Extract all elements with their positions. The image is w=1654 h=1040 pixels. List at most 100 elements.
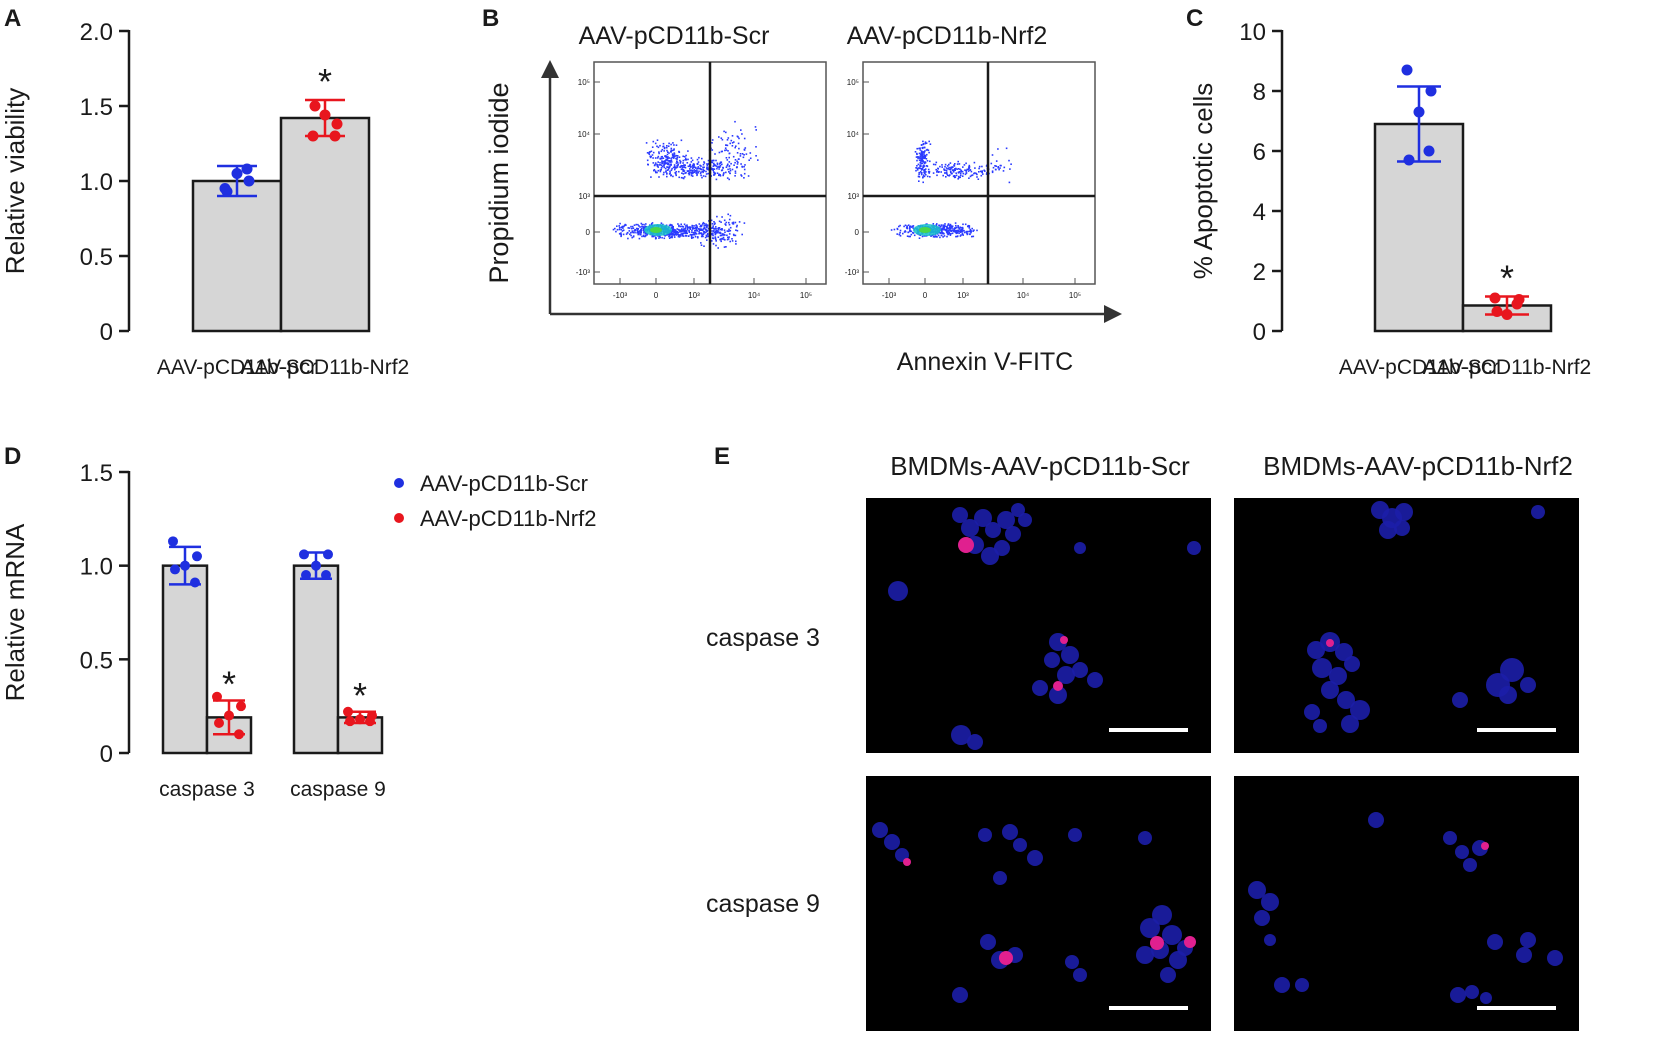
flow-event — [735, 225, 738, 228]
flow-event — [699, 225, 701, 228]
flow-event — [923, 175, 926, 178]
flow-event — [703, 170, 705, 172]
flow-event — [618, 226, 621, 229]
flow-event — [689, 168, 691, 170]
flow-event — [692, 163, 695, 165]
flow-event — [961, 175, 964, 177]
flow-event — [923, 169, 925, 171]
positive-cell — [1060, 636, 1068, 644]
flow-event — [716, 215, 718, 218]
data-point — [1501, 309, 1513, 320]
flow-event — [981, 170, 984, 172]
flow-event — [620, 232, 622, 234]
flow-event — [968, 225, 971, 227]
flow-event — [702, 163, 705, 166]
flow-event — [735, 240, 737, 243]
flow-event — [998, 168, 1000, 171]
flow-event — [727, 238, 730, 240]
flow-event — [675, 171, 678, 173]
flow-event — [982, 173, 984, 175]
flow-event — [949, 225, 951, 228]
flow-event — [992, 166, 995, 169]
flow-event — [997, 167, 999, 169]
flow-event — [948, 226, 951, 229]
flow-event — [714, 153, 716, 155]
flow-x-tick-label: -10³ — [613, 291, 628, 300]
flow-event — [662, 142, 665, 145]
flow-event — [631, 231, 634, 233]
flow-event — [684, 225, 687, 227]
flow-event — [673, 234, 675, 237]
flow-event — [707, 159, 710, 162]
flow-event — [666, 169, 669, 171]
flow-event — [629, 233, 631, 236]
flow-event — [979, 170, 982, 173]
flow-event — [673, 156, 675, 158]
flow-event — [677, 234, 680, 237]
flow-event — [663, 166, 666, 169]
flow-event — [706, 225, 709, 227]
data-point — [168, 536, 178, 547]
flow-event — [946, 226, 948, 228]
flow-event — [922, 160, 924, 162]
flow-event — [909, 230, 911, 233]
flow-event — [700, 229, 703, 231]
flow-event — [716, 162, 719, 165]
flow-event — [949, 233, 952, 235]
flow-event — [711, 159, 713, 162]
flow-event — [676, 228, 678, 230]
flow-event — [916, 169, 919, 171]
flow-event — [913, 234, 916, 237]
flow-event — [995, 160, 998, 162]
flow-event — [918, 180, 920, 182]
data-point — [180, 560, 190, 571]
flow-event — [658, 152, 660, 155]
significance-marker: * — [1500, 258, 1514, 299]
flow-event — [622, 229, 625, 231]
flow-event — [950, 230, 952, 232]
flow-event — [958, 227, 961, 230]
flow-event — [670, 164, 672, 166]
flow-event — [652, 162, 655, 164]
flow-event — [652, 140, 655, 143]
flow-event — [921, 147, 924, 150]
flow-event — [670, 151, 672, 153]
flow-event — [957, 168, 960, 170]
flow-event — [921, 155, 923, 157]
flow-event — [927, 149, 930, 152]
flow-event — [670, 169, 673, 172]
flow-event — [697, 171, 699, 174]
flow-event — [718, 173, 720, 176]
flow-event — [906, 225, 908, 227]
micrograph-nrf2-caspase3 — [1234, 498, 1579, 753]
flow-y-tick-label: 0 — [586, 228, 591, 237]
flow-event — [660, 167, 663, 169]
flow-event — [640, 229, 642, 231]
category-label: caspase 9 — [290, 778, 386, 801]
flow-event — [726, 159, 729, 161]
flow-event — [666, 158, 669, 160]
flow-event — [743, 137, 746, 140]
y-tick-label: 0.5 — [80, 244, 113, 271]
flow-event — [949, 168, 952, 171]
flow-event — [668, 157, 670, 159]
flow-event — [918, 176, 921, 178]
flow-event — [668, 152, 670, 154]
flow-event — [955, 224, 957, 227]
flow-event — [657, 155, 660, 158]
flow-event — [676, 231, 679, 233]
flow-event — [699, 232, 702, 235]
nucleus — [1452, 692, 1468, 708]
data-point — [323, 549, 333, 560]
flow-event — [689, 169, 692, 172]
flow-event — [691, 167, 694, 169]
flow-event — [641, 225, 643, 228]
flow-event — [690, 174, 693, 177]
flow-event — [1008, 181, 1011, 184]
flow-event — [716, 163, 719, 166]
flow-x-tick-label: 10⁴ — [748, 291, 761, 300]
flow-event — [684, 155, 686, 158]
flow-event — [725, 171, 727, 174]
flow-event — [915, 156, 918, 158]
flow-event — [684, 166, 687, 169]
